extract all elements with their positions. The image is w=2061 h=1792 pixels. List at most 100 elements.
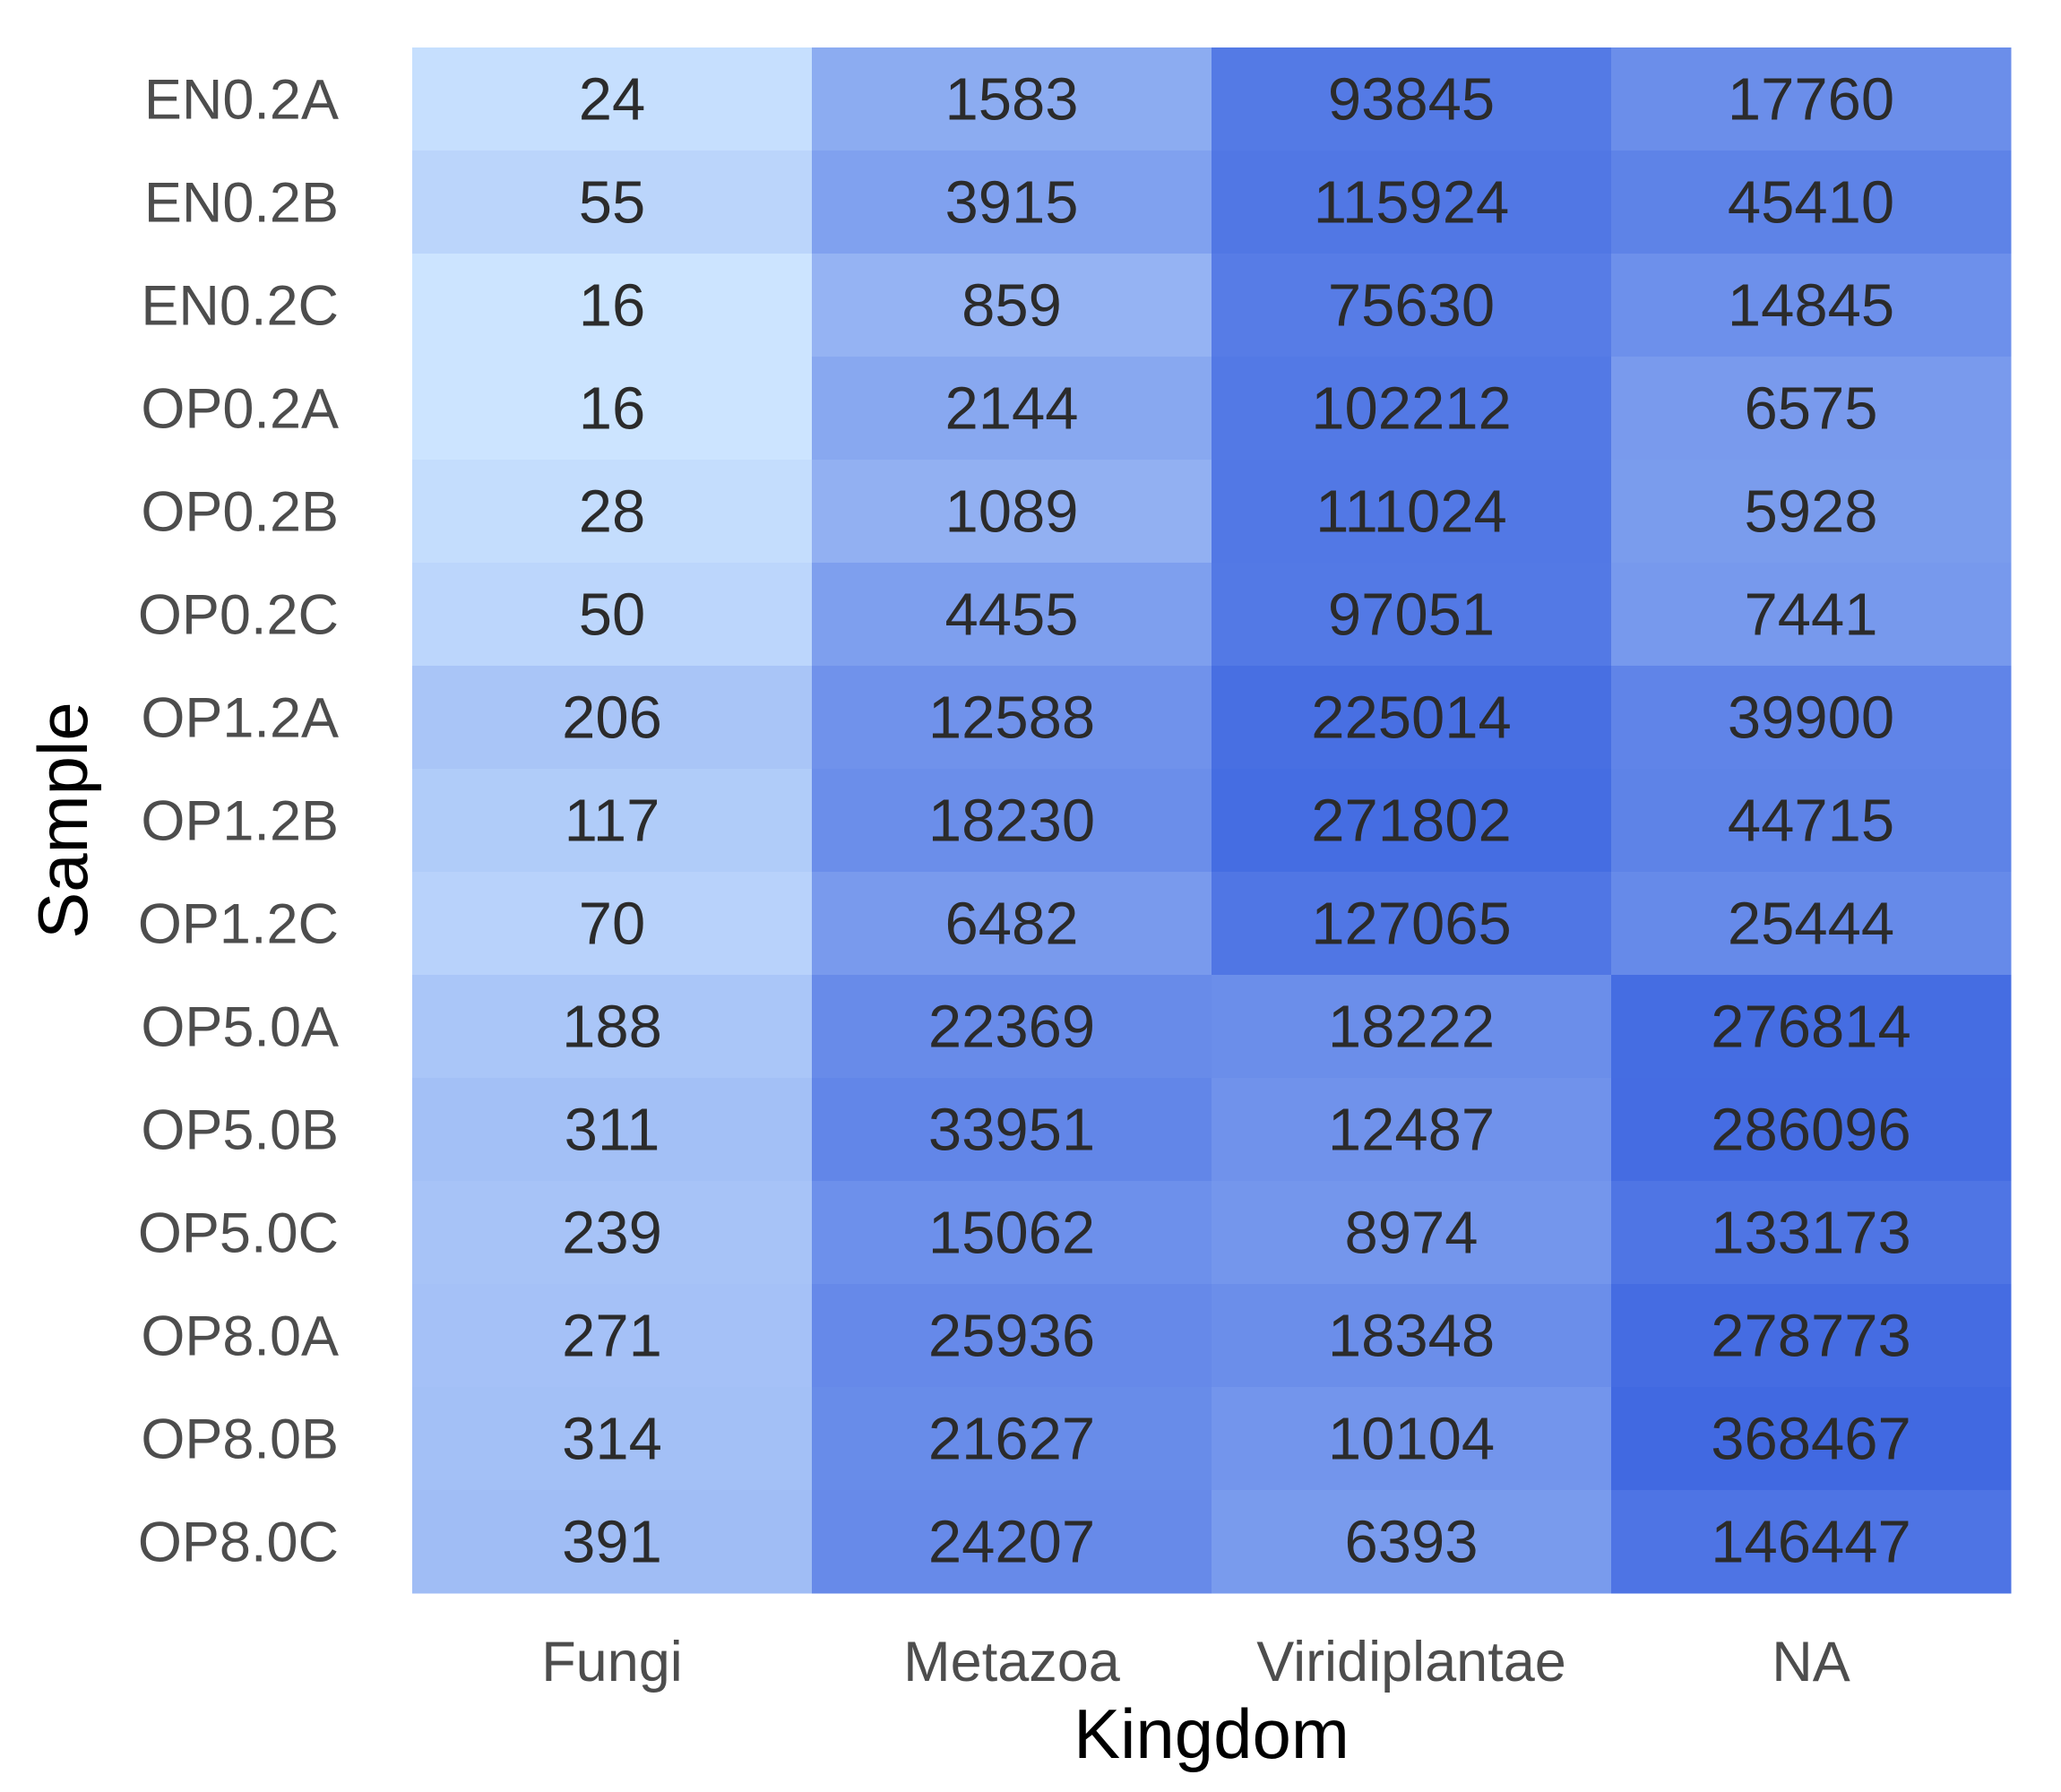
heatmap-cell	[1212, 666, 1612, 770]
heatmap-cell	[412, 872, 813, 976]
cell-value-label: 24207	[928, 1509, 1095, 1576]
cell-value-label: 16	[579, 272, 646, 340]
heatmap-cell	[1611, 1387, 2012, 1491]
cell-value-label: 127065	[1311, 891, 1512, 958]
heatmap-cell	[412, 254, 813, 358]
cell-value-label: 859	[962, 272, 1062, 340]
heatmap-cell	[412, 1490, 813, 1594]
heatmap-cell	[812, 1284, 1212, 1388]
heatmap-cell	[412, 769, 813, 873]
heatmap-cell	[1611, 975, 2012, 1079]
cell-value-label: 55	[579, 169, 646, 237]
heatmap-cell	[1212, 1181, 1612, 1285]
cell-value-label: 18222	[1328, 994, 1495, 1061]
heatmap-cell	[1212, 563, 1612, 667]
cell-value-label: 16	[579, 375, 646, 443]
heatmap-cell	[1611, 563, 2012, 667]
cell-value-label: 12588	[928, 685, 1095, 752]
y-axis-tick-labels: EN0.2A EN0.2B EN0.2C OP0.2A OP0.2B OP0.2C OP1.…	[138, 69, 339, 1574]
heatmap-cells	[412, 47, 2012, 1594]
heatmap-cell	[412, 151, 813, 254]
cell-value-label: 206	[562, 685, 662, 752]
cell-value-label: 28	[579, 478, 646, 546]
heatmap-cell	[1611, 769, 2012, 873]
cell-value-label: 225014	[1311, 685, 1512, 752]
x-tick-label: NA	[1772, 1631, 1850, 1693]
cell-value-label: 18348	[1328, 1303, 1495, 1370]
heatmap-cell	[812, 357, 1212, 461]
cell-value-label: 271	[562, 1303, 662, 1370]
x-tick-label: Metazoa	[903, 1631, 1121, 1693]
y-tick-label: EN0.2C	[141, 275, 339, 338]
cell-value-label: 6575	[1744, 375, 1877, 443]
cell-value-label: 17760	[1728, 66, 1894, 134]
cell-value-label: 33951	[928, 1097, 1095, 1164]
heatmap-cell	[412, 563, 813, 667]
heatmap-cell	[412, 975, 813, 1079]
y-tick-label: OP0.2C	[138, 584, 339, 647]
heatmap-cell	[1212, 1078, 1612, 1182]
y-tick-label: OP8.0A	[141, 1305, 339, 1368]
y-tick-label: EN0.2B	[144, 172, 339, 235]
cell-value-label: 4455	[944, 582, 1078, 649]
cell-value-label: 75630	[1328, 272, 1495, 340]
y-tick-label: OP0.2A	[141, 378, 339, 441]
heatmap-cell	[1212, 151, 1612, 254]
heatmap-cell	[1611, 1284, 2012, 1388]
heatmap-cell	[1611, 1078, 2012, 1182]
cell-value-label: 25936	[928, 1303, 1095, 1370]
heatmap-cell	[812, 563, 1212, 667]
cell-value-label: 10104	[1328, 1406, 1495, 1473]
cell-value-label: 45410	[1728, 169, 1894, 237]
cell-value-label: 146447	[1711, 1509, 1911, 1576]
heatmap-cell	[1212, 1284, 1612, 1388]
cell-value-label: 39900	[1728, 685, 1894, 752]
cell-value-label: 278773	[1711, 1303, 1911, 1370]
cell-value-label: 239	[562, 1200, 662, 1267]
heatmap-cell	[1212, 1490, 1612, 1594]
cell-value-label: 97051	[1328, 582, 1495, 649]
heatmap-cell	[812, 666, 1212, 770]
cell-value-label: 7441	[1744, 582, 1877, 649]
cell-value-label: 111024	[1315, 478, 1507, 546]
cell-value-label: 391	[562, 1509, 662, 1576]
heatmap-cell	[1611, 666, 2012, 770]
heatmap-cell	[812, 151, 1212, 254]
cell-value-labels: 24 1583 93845 17760 55 3915 115924 45410 16 859 75…	[562, 66, 1911, 1576]
cell-value-label: 276814	[1711, 994, 1911, 1061]
heatmap-cell	[1611, 1490, 2012, 1594]
cell-value-label: 24	[579, 66, 646, 134]
heatmap-cell	[412, 47, 813, 151]
y-tick-label: OP1.2B	[141, 790, 339, 853]
y-tick-label: OP1.2A	[141, 687, 339, 750]
cell-value-label: 6482	[944, 891, 1078, 958]
heatmap-cell	[812, 975, 1212, 1079]
cell-value-label: 5928	[1744, 478, 1877, 546]
cell-value-label: 115924	[1314, 169, 1510, 237]
heatmap-cell	[412, 1181, 813, 1285]
y-tick-label: OP5.0B	[141, 1099, 339, 1162]
cell-value-label: 368467	[1711, 1406, 1911, 1473]
heatmap-cell	[1212, 357, 1612, 461]
x-axis-tick-labels: Fungi Metazoa Viridiplantae NA	[541, 1631, 1850, 1693]
heatmap-cell	[1611, 254, 2012, 358]
heatmap-cell	[812, 769, 1212, 873]
cell-value-label: 2144	[944, 375, 1078, 443]
cell-value-label: 15062	[928, 1200, 1095, 1267]
heatmap-cell	[1212, 1387, 1612, 1491]
heatmap-cell	[812, 47, 1212, 151]
cell-value-label: 25444	[1728, 891, 1894, 958]
heatmap-cell	[1212, 872, 1612, 976]
heatmap-cell	[812, 1078, 1212, 1182]
heatmap-cell	[1611, 872, 2012, 976]
cell-value-label: 14845	[1728, 272, 1894, 340]
heatmap-cell	[412, 460, 813, 564]
heatmap-cell	[1611, 151, 2012, 254]
heatmap-cell	[1611, 47, 2012, 151]
cell-value-label: 44715	[1728, 788, 1894, 855]
cell-value-label: 117	[565, 788, 660, 855]
cell-value-label: 8974	[1344, 1200, 1478, 1267]
cell-value-label: 3915	[944, 169, 1078, 237]
cell-value-label: 314	[562, 1406, 662, 1473]
